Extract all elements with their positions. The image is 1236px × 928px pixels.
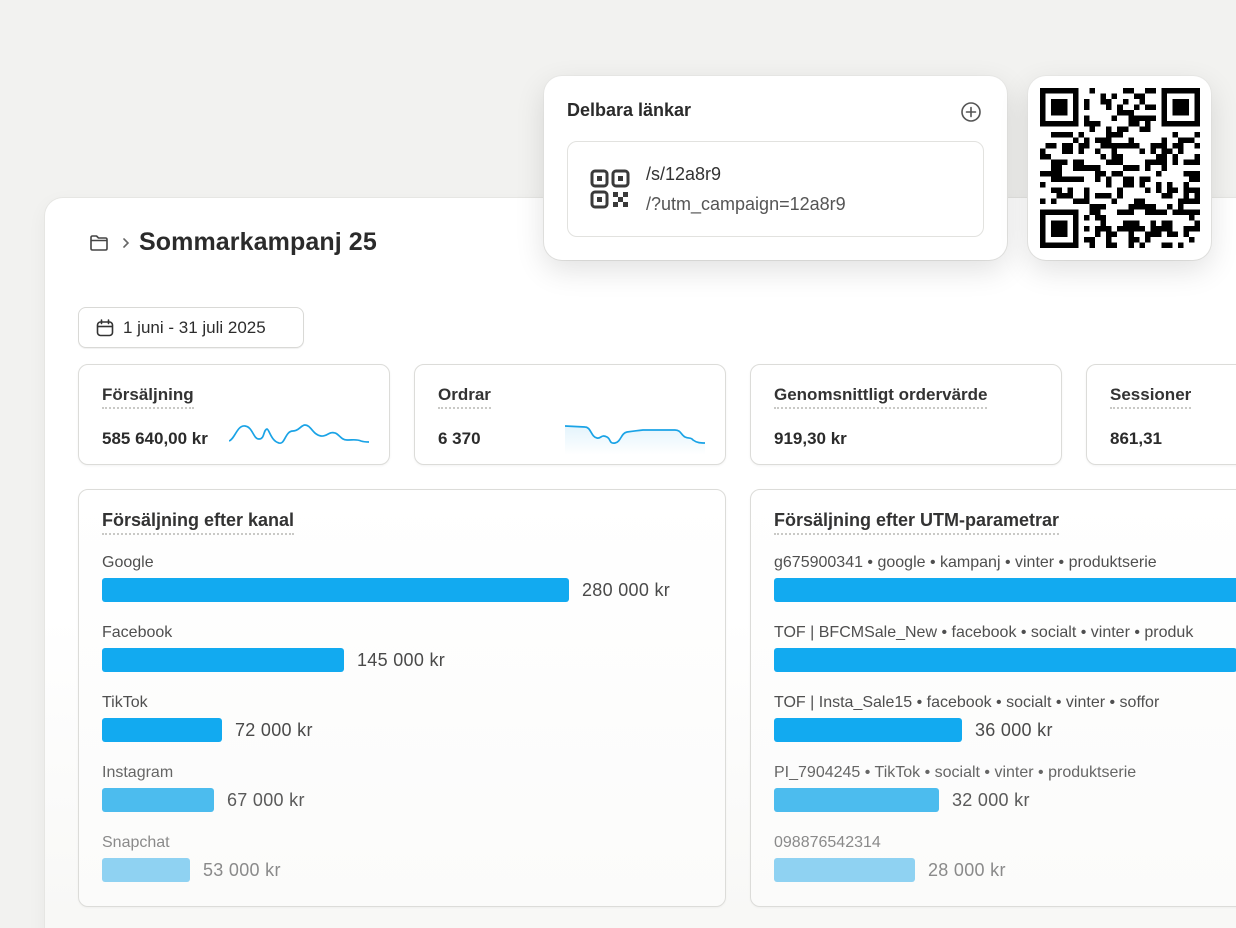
calendar-icon	[96, 318, 114, 336]
bar-value: 72 000 kr	[235, 719, 313, 740]
kpi-value: 585 640,00 kr	[102, 429, 208, 448]
bar-label: TOF | Insta_Sale15 • facebook • socialt …	[774, 694, 1160, 711]
bar-label: Facebook	[102, 624, 173, 641]
date-range-button[interactable]: 1 juni - 31 juli 2025	[78, 307, 304, 348]
bar-row[interactable]: Facebook 145 000 kr	[102, 623, 445, 672]
bar-label: Instagram	[102, 764, 174, 781]
qr-code-icon	[590, 169, 630, 209]
bar-row[interactable]: 098876542314 28 000 kr	[774, 833, 1006, 882]
bar-label: TikTok	[102, 694, 148, 711]
kpi-value: 919,30 kr	[774, 429, 847, 448]
bar-label: g675900341 • google • kampanj • vinter •…	[774, 554, 1157, 571]
share-link-item[interactable]: /s/12a8r9 /?utm_campaign=12a8r9	[567, 141, 984, 237]
folder-icon[interactable]	[89, 234, 109, 252]
qr-code-icon	[1040, 88, 1200, 248]
bar	[102, 858, 190, 882]
bar-row[interactable]: g675900341 • google • kampanj • vinter •…	[774, 553, 1236, 602]
bar	[102, 578, 569, 602]
campaign-panel: Sommarkampanj 25 1 juni - 31 juli 2025 F…	[45, 198, 1236, 928]
orders-sparkline	[565, 425, 705, 455]
bar	[102, 648, 344, 672]
bar-row[interactable]: PI_7904245 • TikTok • socialt • vinter •…	[774, 763, 1136, 812]
card-title: Försäljning efter kanal	[102, 510, 295, 535]
bar-row[interactable]: Instagram 67 000 kr	[102, 763, 305, 812]
kpi-card-aov[interactable]: Genomsnittligt ordervärde 919,30 kr	[750, 364, 1062, 465]
bar-value: 32 000 kr	[952, 789, 1030, 810]
bar-label: TOF | BFCMSale_New • facebook • socialt …	[774, 624, 1194, 641]
bar-value: 28 000 kr	[928, 859, 1006, 880]
bar	[774, 788, 939, 812]
bar-label: 098876542314	[774, 834, 881, 851]
bar	[774, 858, 915, 882]
utm-link-text[interactable]: /?utm_campaign=12a8r9	[646, 194, 846, 214]
bar	[102, 718, 222, 742]
card-title: Försäljning efter UTM-parametrar	[774, 510, 1060, 535]
date-range-label: 1 juni - 31 juli 2025	[123, 317, 266, 337]
bar-value: 53 000 kr	[203, 859, 281, 880]
breadcrumb: Sommarkampanj 25	[89, 228, 377, 257]
kpi-card-sessions[interactable]: Sessioner 861,31	[1086, 364, 1236, 465]
bar-row[interactable]: TOF | BFCMSale_New • facebook • socialt …	[774, 623, 1236, 672]
kpi-label: Genomsnittligt ordervärde	[774, 385, 988, 409]
kpi-card-sales[interactable]: Försäljning 585 640,00 kr	[78, 364, 390, 465]
kpi-card-orders[interactable]: Ordrar 6 370	[414, 364, 726, 465]
bar-value: 145 000 kr	[357, 649, 446, 670]
qr-code-card[interactable]	[1028, 76, 1211, 260]
sales-sparkline	[229, 424, 369, 444]
kpi-label: Sessioner	[1110, 385, 1192, 409]
bar-label: Google	[102, 554, 154, 571]
bar-value: 280 000 kr	[582, 579, 671, 600]
bar	[774, 578, 1236, 602]
bar-row[interactable]: Google 280 000 kr	[102, 553, 670, 602]
bar-row[interactable]: Snapchat 53 000 kr	[102, 833, 281, 882]
share-links-popover: Delbara länkar /s/12a8r9 /?utm_campaign=…	[544, 76, 1007, 260]
bar-label: Snapchat	[102, 834, 170, 851]
bar-row[interactable]: TOF | Insta_Sale15 • facebook • socialt …	[774, 693, 1159, 742]
plus-circle-icon[interactable]	[960, 101, 982, 123]
kpi-label: Försäljning	[102, 385, 194, 409]
kpi-value: 6 370	[438, 429, 481, 448]
kpi-label: Ordrar	[438, 385, 491, 409]
bar	[774, 648, 1236, 672]
sales-by-channel-card: Försäljning efter kanal Google 280 000 kr…	[78, 489, 726, 907]
sales-by-utm-card: Försäljning efter UTM-parametrar g675900…	[750, 489, 1236, 907]
bar	[102, 788, 214, 812]
bar	[774, 718, 962, 742]
bar-value: 36 000 kr	[975, 719, 1053, 740]
bar-value: 67 000 kr	[227, 789, 305, 810]
bar-row[interactable]: TikTok 72 000 kr	[102, 693, 313, 742]
bar-label: PI_7904245 • TikTok • socialt • vinter •…	[774, 764, 1137, 781]
short-link-text[interactable]: /s/12a8r9	[646, 164, 722, 184]
page-title: Sommarkampanj 25	[139, 228, 377, 256]
chevron-right-icon	[123, 237, 130, 248]
popover-title: Delbara länkar	[567, 100, 692, 120]
kpi-value: 861,31	[1110, 429, 1162, 448]
